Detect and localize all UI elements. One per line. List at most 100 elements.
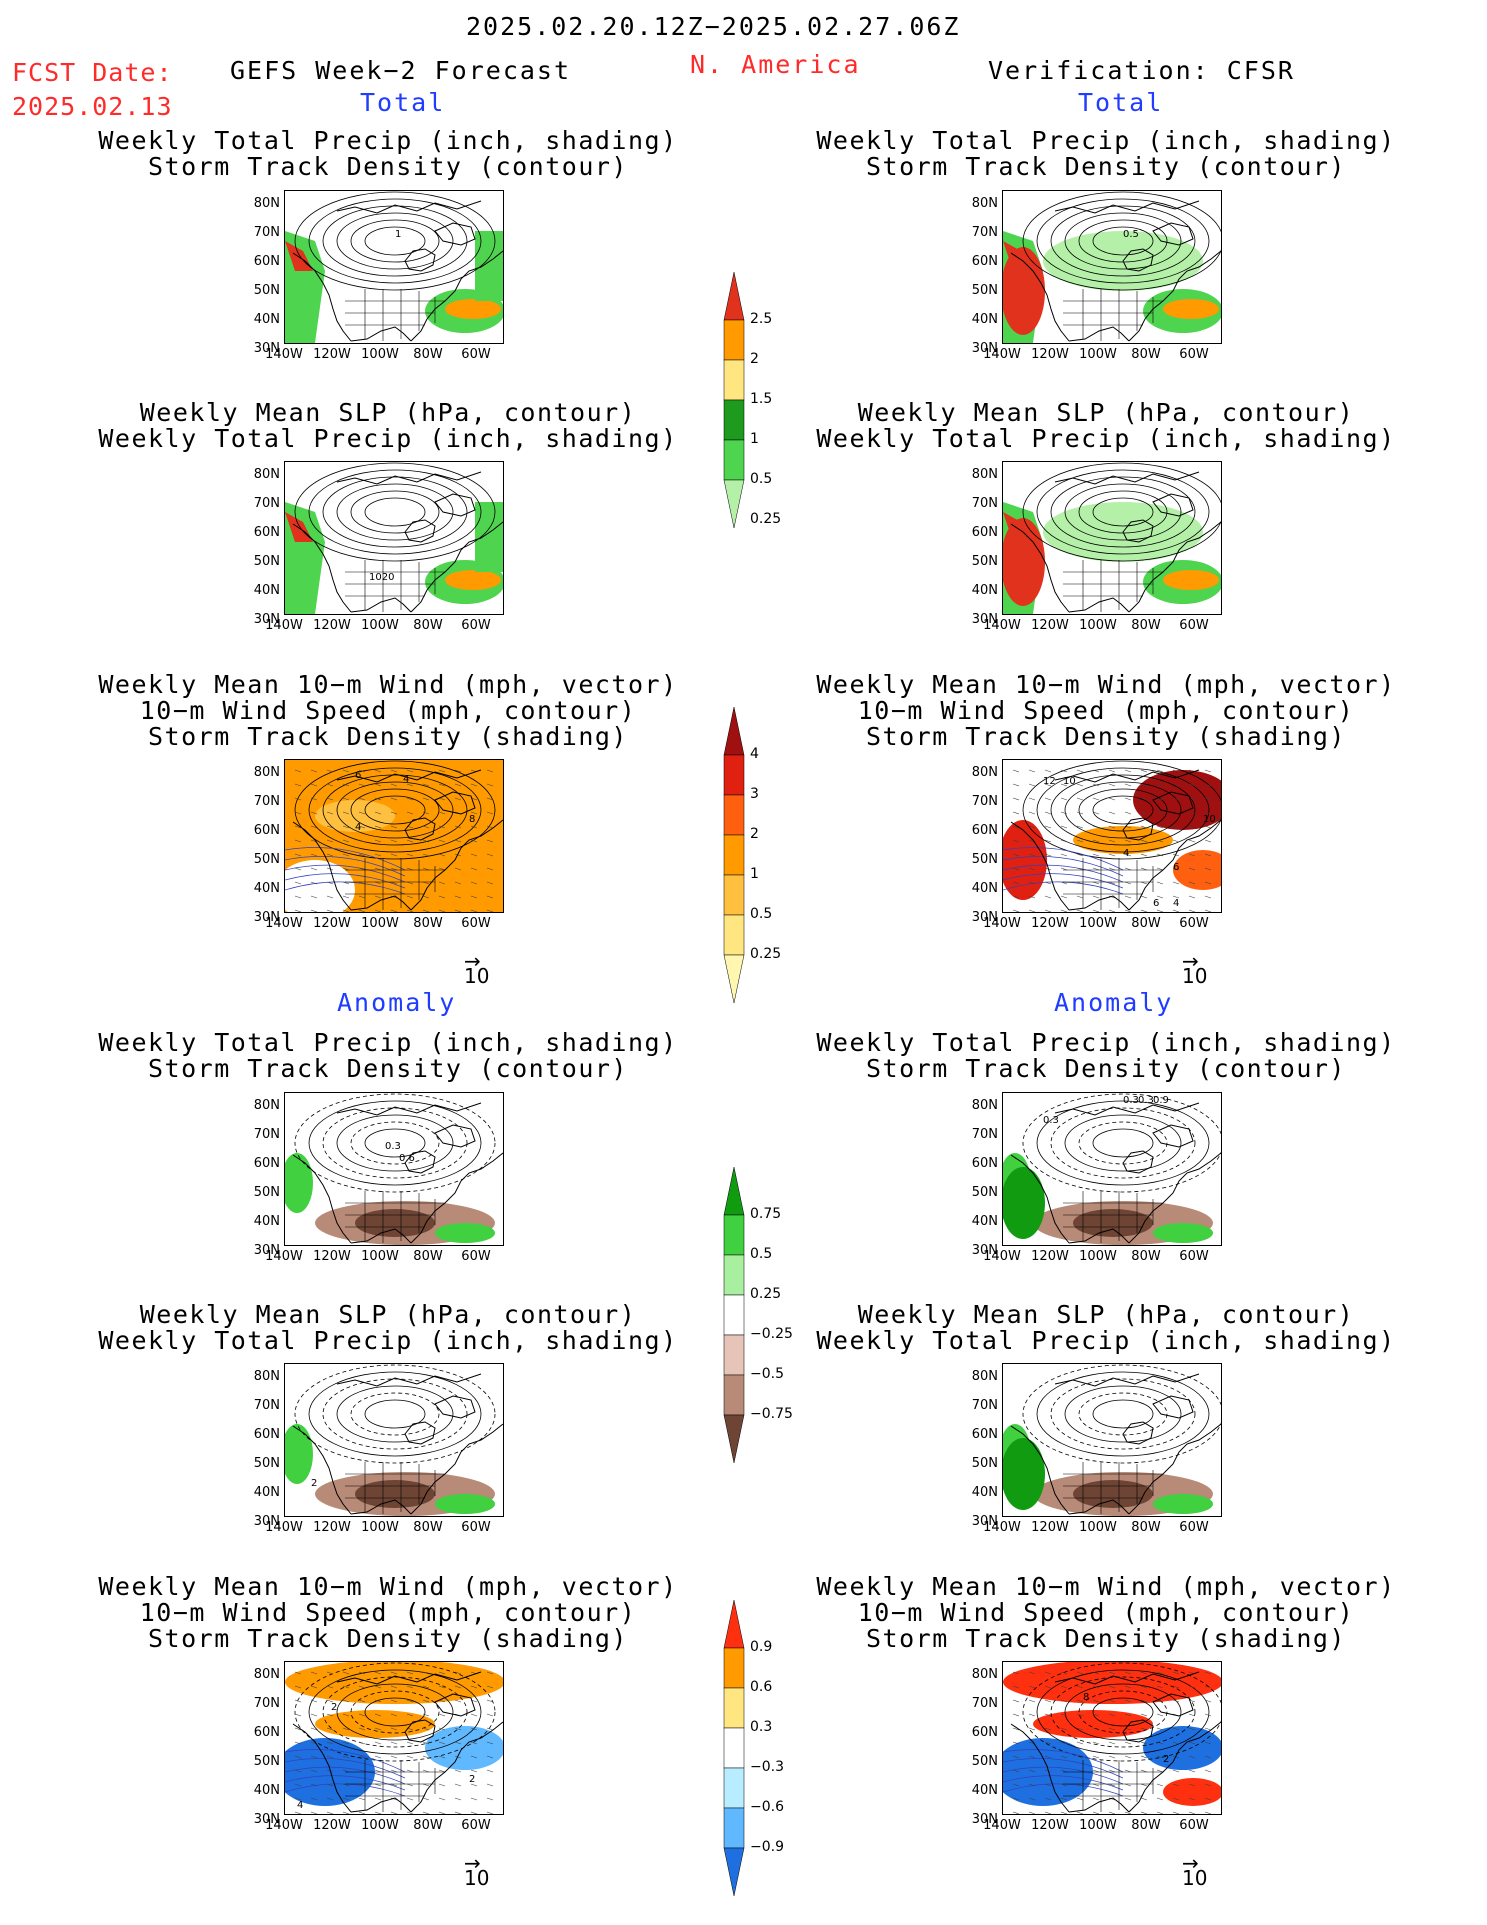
latitude-label: 80N xyxy=(971,765,998,780)
colorbar-segment xyxy=(723,874,745,916)
state-borders xyxy=(1063,1462,1163,1514)
contour-label: 4 xyxy=(355,822,361,833)
cfsr-panel-4-title-line-2: Storm Track Density (contour) xyxy=(866,1054,1346,1083)
coastline xyxy=(292,1671,503,1813)
cfsr-total-heading: Total xyxy=(1078,88,1164,117)
wind-speed-contours xyxy=(1003,1749,1124,1797)
gefs-anom-slp-map: 2 xyxy=(284,1363,504,1517)
gefs-panel-6-title-line-2: 10−m Wind Speed (mph, contour) xyxy=(139,1598,637,1627)
colorbar-segment xyxy=(723,1414,745,1464)
longitude-label: 100W xyxy=(361,916,399,931)
coastline xyxy=(292,1102,503,1244)
latitude-label: 60N xyxy=(253,254,280,269)
longitude-label: 100W xyxy=(361,1249,399,1264)
longitude-label: 80W xyxy=(1131,1818,1161,1833)
longitude-label: 120W xyxy=(1031,347,1069,362)
contours xyxy=(294,1093,496,1193)
gefs-panel-3-title-line-2: 10−m Wind Speed (mph, contour) xyxy=(139,696,637,725)
colorbar-segment xyxy=(723,359,745,401)
longitude-label: 140W xyxy=(983,1249,1021,1264)
latitude-label: 80N xyxy=(253,1667,280,1682)
track-anom-west xyxy=(285,1738,375,1806)
colorbar-label: 0.25 xyxy=(750,946,782,962)
precip-anom-wet-se xyxy=(1153,1223,1213,1243)
track-density-west xyxy=(1003,820,1047,900)
latitude-label: 60N xyxy=(971,823,998,838)
colorbar-label: −0.25 xyxy=(750,1326,793,1342)
contour-label: 2 xyxy=(331,1702,337,1713)
colorbar-segment xyxy=(723,1847,745,1897)
longitude-label: 100W xyxy=(361,347,399,362)
colorbar-label: −0.9 xyxy=(750,1839,784,1855)
latitude-label: 70N xyxy=(253,1398,280,1413)
colorbar-segment xyxy=(723,1807,745,1849)
latitude-label: 30N xyxy=(971,1514,998,1529)
contour-label: 8 xyxy=(1083,1692,1089,1703)
forecast-title: GEFS Week−2 Forecast xyxy=(230,56,572,85)
contour-label: 6 xyxy=(1153,898,1159,909)
contours xyxy=(1022,1662,1221,1762)
longitude-label: 140W xyxy=(265,1818,303,1833)
precip-anom-wet-max xyxy=(1003,1438,1045,1510)
longitude-label: 120W xyxy=(313,347,351,362)
longitude-label: 80W xyxy=(413,1249,443,1264)
cfsr-anomaly-heading: Anomaly xyxy=(1054,988,1174,1017)
precip-anom-wet-max xyxy=(1003,1167,1045,1239)
latitude-label: 60N xyxy=(253,1156,280,1171)
colorbar-label: 4 xyxy=(750,746,759,762)
latitude-label: 30N xyxy=(253,1514,280,1529)
longitude-label: 80W xyxy=(1131,916,1161,931)
precip-west-max xyxy=(1003,247,1045,335)
contours xyxy=(294,1364,496,1464)
contour-label: 0.3 xyxy=(1043,1115,1059,1126)
gefs-anom-track-map: 0.3 0.6 xyxy=(284,1092,504,1246)
cfsr-anom-slp-map xyxy=(1002,1363,1222,1517)
gefs-panel-1-title-line-2: Storm Track Density (contour) xyxy=(148,152,628,181)
latitude-label: 50N xyxy=(253,852,280,867)
precip-anom-dry-max xyxy=(1073,1480,1153,1508)
latitude-label: 60N xyxy=(253,823,280,838)
latitude-label: 50N xyxy=(253,283,280,298)
longitude-label: 60W xyxy=(461,916,491,931)
longitude-label: 100W xyxy=(361,1818,399,1833)
precip-anom-dry-max xyxy=(355,1209,435,1237)
colorbar-segment xyxy=(723,1294,745,1336)
precip-max-east xyxy=(1163,570,1219,590)
cfsr-panel-2-title-line-2: Weekly Total Precip (inch, shading) xyxy=(816,424,1396,453)
contours xyxy=(294,760,496,860)
longitude-label: 140W xyxy=(983,347,1021,362)
colorbar-segment xyxy=(723,1374,745,1416)
latitude-label: 40N xyxy=(253,583,280,598)
vector-reference-arrow: → xyxy=(464,949,481,973)
latitude-label: 70N xyxy=(253,225,280,240)
coastline xyxy=(292,200,503,342)
coastline xyxy=(1010,769,1221,911)
latitude-label: 40N xyxy=(253,1485,280,1500)
colorbar-label: 2 xyxy=(750,826,759,842)
longitude-label: 100W xyxy=(361,1520,399,1535)
state-borders xyxy=(345,858,445,910)
colorbar-segment xyxy=(723,794,745,836)
latitude-label: 60N xyxy=(971,1156,998,1171)
latitude-label: 50N xyxy=(971,1185,998,1200)
vector-reference-value: 10 xyxy=(464,964,490,988)
longitude-label: 60W xyxy=(461,347,491,362)
contour-label: 0.3 xyxy=(1123,1095,1139,1106)
contour-label: 0.3 xyxy=(1138,1095,1154,1106)
state-borders xyxy=(345,1462,445,1514)
cfsr-panel-1-title-line-1: Weekly Total Precip (inch, shading) xyxy=(816,126,1396,155)
colorbar-segment xyxy=(723,479,745,529)
colorbar-label: 0.5 xyxy=(750,471,773,487)
colorbar-label: 0.25 xyxy=(750,1286,782,1302)
precip-anom-wet-west xyxy=(285,1424,313,1484)
latitude-label: 30N xyxy=(253,910,280,925)
state-borders xyxy=(1063,289,1163,341)
longitude-label: 100W xyxy=(1079,1818,1117,1833)
precip-anom-wet-se xyxy=(1153,1494,1213,1514)
state-borders xyxy=(1063,1191,1163,1243)
colorbar-label: −0.5 xyxy=(750,1366,784,1382)
colorbar-label: 2.5 xyxy=(750,311,773,327)
cfsr-panel-3-title-line-2: 10−m Wind Speed (mph, contour) xyxy=(857,696,1355,725)
contour-label: 6 xyxy=(355,770,361,781)
